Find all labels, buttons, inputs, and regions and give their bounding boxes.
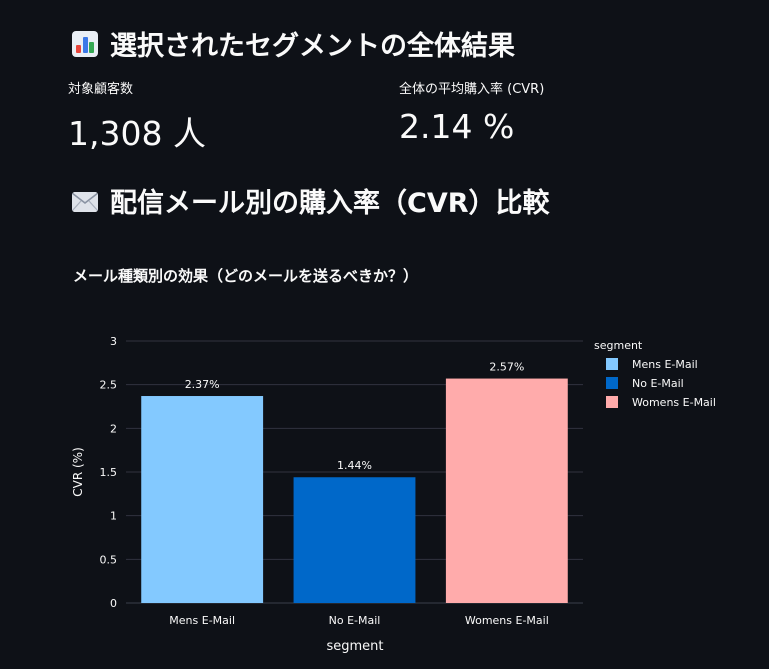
x-tick-label: Womens E-Mail (465, 614, 549, 627)
metric-cvr-value: 2.14 % (399, 107, 515, 146)
legend-swatch[interactable] (606, 377, 618, 389)
bar-chart-icon (72, 30, 98, 57)
legend-title: segment (594, 339, 643, 352)
metric-customers-value: 1,308 人 (68, 114, 206, 153)
legend-entry[interactable]: Mens E-Mail (632, 358, 698, 371)
metric-cvr-label: 全体の平均購入率 (CVR) (399, 82, 545, 97)
bar-2[interactable] (293, 477, 416, 603)
legend: segment Mens E-Mail No E-Mail Womens E-Mai… (594, 339, 716, 409)
data-label: 2.57% (489, 361, 524, 374)
chart-title: メール種類別の効果（どのメールを送るべきか？） (73, 267, 419, 285)
section-title-compare: 配信メール別の購入率（CVR）比較 (72, 181, 550, 220)
y-tick-label: 1.5 (100, 466, 118, 479)
data-label: 1.44% (337, 459, 372, 472)
data-label: 2.37% (185, 378, 220, 391)
section-title-compare-text: 配信メール別の購入率（CVR）比較 (110, 188, 550, 219)
envelope-icon (72, 192, 98, 212)
y-tick-label: 2 (110, 422, 117, 435)
y-tick-label: 2.5 (100, 379, 118, 392)
section-title-results-text: 選択されたセグメントの全体結果 (110, 31, 515, 62)
bar-3[interactable] (445, 378, 568, 603)
legend-swatch[interactable] (606, 358, 618, 370)
legend-entry[interactable]: No E-Mail (632, 377, 684, 390)
y-tick-label: 0 (110, 597, 117, 610)
x-axis-title: segment (326, 639, 383, 654)
legend-swatch[interactable] (606, 396, 618, 408)
legend-entry[interactable]: Womens E-Mail (632, 396, 716, 409)
y-tick-label: 1 (110, 510, 117, 523)
y-tick-label: 0.5 (100, 553, 118, 566)
metric-customers-label: 対象顧客数 (68, 82, 134, 97)
section-title-results: 選択されたセグメントの全体結果 (72, 24, 515, 63)
metric-customers: 対象顧客数 1,308 人 (68, 78, 206, 155)
bar-1[interactable] (141, 396, 264, 603)
y-tick-label: 3 (110, 335, 117, 348)
x-tick-label: No E-Mail (329, 614, 381, 627)
x-tick-label: Mens E-Mail (169, 614, 235, 627)
metric-cvr: 全体の平均購入率 (CVR) 2.14 % (399, 78, 544, 146)
y-axis-title: CVR (%) (71, 447, 85, 497)
